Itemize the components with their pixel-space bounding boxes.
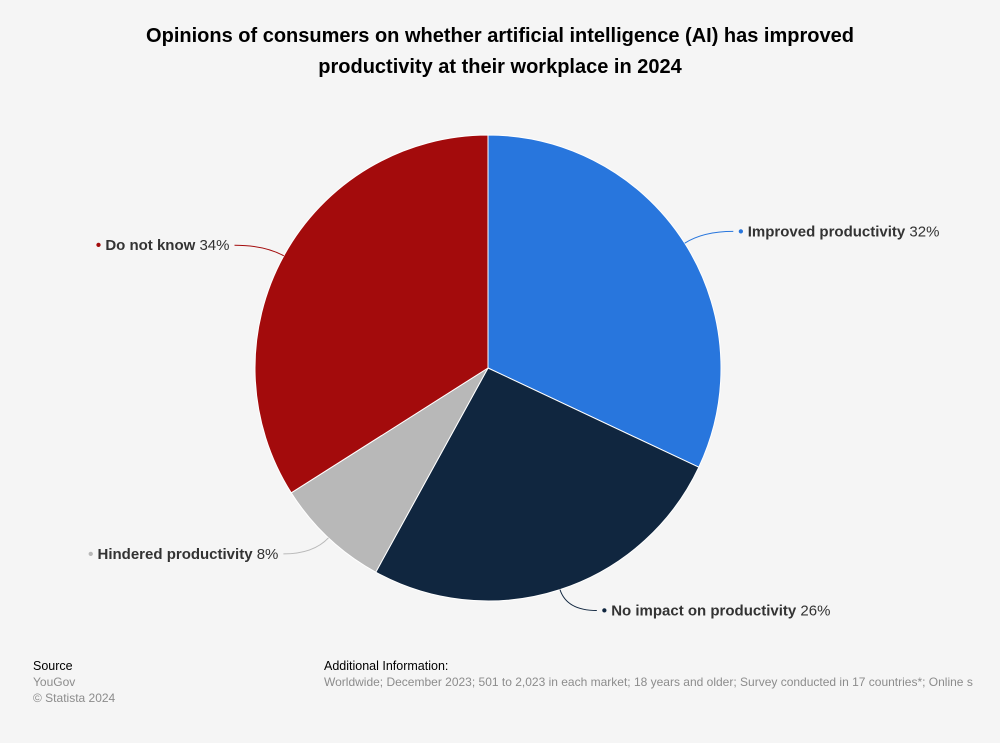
chart-title-line-1: Opinions of consumers on whether artific… <box>146 25 854 47</box>
slice-category-hindered-productivity: Hindered productivity <box>98 546 257 563</box>
slice-category-do-not-know: Do not know <box>105 237 199 254</box>
pie-slice-improved-productivity[interactable] <box>487 134 722 468</box>
legend-bullet-improved-productivity: • <box>738 223 747 240</box>
connector-no-impact-on-productivity <box>559 589 597 611</box>
legend-bullet-do-not-know: • <box>96 237 105 254</box>
additional-info-block: Additional Information: Worldwide; Decem… <box>324 658 1000 690</box>
additional-info-text: Worldwide; December 2023; 501 to 2,023 i… <box>324 675 973 689</box>
slice-label-do-not-know: • Do not know 34% <box>96 237 230 254</box>
copyright-text: © Statista 2024 <box>33 691 116 705</box>
connector-hindered-productivity <box>283 537 329 555</box>
slice-label-no-impact-on-productivity: • No impact on productivity 26% <box>602 603 831 620</box>
source-block: Source YouGov © Statista 2024 <box>33 658 115 706</box>
legend-bullet-hindered-productivity: • <box>88 546 97 563</box>
slice-label-hindered-productivity: • Hindered productivity 8% <box>88 546 278 563</box>
additional-info-heading: Additional Information: <box>324 659 449 673</box>
connector-do-not-know <box>234 244 285 257</box>
slice-value-no-impact-on-productivity: 26% <box>800 603 830 620</box>
source-name[interactable]: YouGov <box>33 675 76 689</box>
slice-label-improved-productivity: • Improved productivity 32% <box>738 223 939 240</box>
connector-improved-productivity <box>684 230 734 244</box>
slice-value-do-not-know: 34% <box>199 237 229 254</box>
chart-title: Opinions of consumers on whether artific… <box>60 21 940 83</box>
slice-category-improved-productivity: Improved productivity <box>748 223 910 240</box>
chart-title-line-2: productivity at their workplace in 2024 <box>318 56 682 78</box>
source-heading: Source <box>33 659 73 673</box>
slice-value-improved-productivity: 32% <box>909 223 939 240</box>
slice-category-no-impact-on-productivity: No impact on productivity <box>611 603 800 620</box>
slice-value-hindered-productivity: 8% <box>257 546 279 563</box>
legend-bullet-no-impact-on-productivity: • <box>602 603 611 620</box>
